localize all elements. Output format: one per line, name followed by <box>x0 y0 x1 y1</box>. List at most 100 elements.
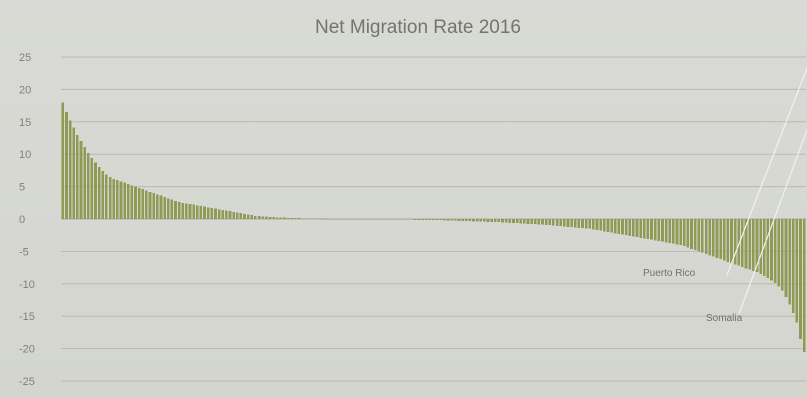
bar-28 <box>163 196 166 219</box>
bar-53 <box>254 215 257 219</box>
bar-189 <box>748 219 751 270</box>
bar-136 <box>555 219 559 226</box>
bar-18 <box>126 184 130 219</box>
bar-188 <box>744 219 748 269</box>
bar-154 <box>621 219 624 235</box>
bar-143 <box>581 219 584 229</box>
bar-8 <box>90 158 94 219</box>
bar-145 <box>588 219 592 229</box>
bar-127 <box>523 219 526 224</box>
bar-185 <box>733 219 737 265</box>
bar-57 <box>268 217 272 219</box>
annotation-leader-somalia <box>738 128 807 315</box>
bar-65 <box>297 218 301 219</box>
bar-202 <box>795 219 799 323</box>
bar-61 <box>283 217 286 219</box>
y-tick-label-9: -20 <box>19 344 35 356</box>
bar-85 <box>370 219 374 220</box>
bar-23 <box>145 190 148 219</box>
bar-31 <box>174 200 177 219</box>
bar-120 <box>497 219 501 223</box>
bar-3 <box>72 127 76 219</box>
bar-49 <box>239 213 243 219</box>
bar-51 <box>246 214 250 219</box>
bar-30 <box>170 199 174 219</box>
bar-37 <box>195 205 199 219</box>
bar-130 <box>533 219 537 225</box>
bar-128 <box>526 219 530 224</box>
bar-36 <box>192 204 195 219</box>
bar-39 <box>203 206 206 219</box>
bar-173 <box>690 219 693 249</box>
bar-26 <box>156 194 159 219</box>
bar-103 <box>435 219 439 221</box>
bar-5 <box>79 141 83 219</box>
bar-116 <box>483 219 486 222</box>
bar-132 <box>541 219 544 225</box>
bar-0 <box>61 102 65 219</box>
bar-16 <box>119 181 123 219</box>
bar-199 <box>784 219 788 297</box>
bar-80 <box>352 219 355 220</box>
bar-14 <box>112 178 116 219</box>
bar-162 <box>650 219 653 240</box>
bar-43 <box>217 209 221 219</box>
bar-74 <box>330 218 334 220</box>
bar-176 <box>701 219 704 253</box>
bar-181 <box>719 219 722 260</box>
bar-7 <box>86 152 90 219</box>
bar-107 <box>450 219 453 221</box>
bar-117 <box>486 219 490 222</box>
bar-25 <box>152 193 155 219</box>
bar-81 <box>355 219 359 220</box>
bar-82 <box>359 219 363 220</box>
bar-147 <box>595 219 599 231</box>
y-tick-label-0: 25 <box>19 52 31 64</box>
bar-72 <box>323 218 326 220</box>
bar-148 <box>599 219 602 231</box>
bar-114 <box>475 219 479 222</box>
bar-153 <box>617 219 621 234</box>
bar-106 <box>446 219 450 221</box>
bar-166 <box>664 219 668 243</box>
bar-67 <box>305 218 308 220</box>
bar-158 <box>635 219 639 238</box>
bar-135 <box>552 219 555 226</box>
bar-102 <box>432 219 435 221</box>
bar-96 <box>410 219 414 220</box>
bar-200 <box>788 219 791 305</box>
bar-131 <box>537 219 541 225</box>
bar-91 <box>392 219 395 220</box>
annotations-layer: Puerto Rico Somalia <box>643 66 807 324</box>
bar-138 <box>563 219 566 227</box>
bar-133 <box>544 219 548 225</box>
bar-17 <box>123 182 126 219</box>
bar-60 <box>279 217 283 219</box>
bar-168 <box>672 219 675 244</box>
y-tick-label-4: 5 <box>19 182 25 194</box>
bar-151 <box>610 219 613 233</box>
bar-86 <box>374 219 377 220</box>
bar-159 <box>639 219 642 238</box>
bar-20 <box>134 186 137 219</box>
bar-54 <box>257 216 261 219</box>
bar-50 <box>243 213 246 219</box>
bar-58 <box>272 217 275 219</box>
bar-93 <box>399 219 403 220</box>
bar-52 <box>250 215 254 219</box>
bar-78 <box>344 219 348 220</box>
bar-38 <box>199 206 203 219</box>
annotation-leader-puerto-rico <box>726 66 807 276</box>
bar-56 <box>265 216 268 219</box>
bar-115 <box>479 219 483 222</box>
bar-184 <box>730 219 733 264</box>
bar-68 <box>308 218 312 220</box>
bar-167 <box>668 219 672 243</box>
bar-1 <box>65 112 68 219</box>
bar-174 <box>693 219 697 251</box>
bar-64 <box>294 218 297 219</box>
bar-90 <box>388 219 392 220</box>
bar-29 <box>166 198 170 219</box>
bar-35 <box>188 204 192 219</box>
